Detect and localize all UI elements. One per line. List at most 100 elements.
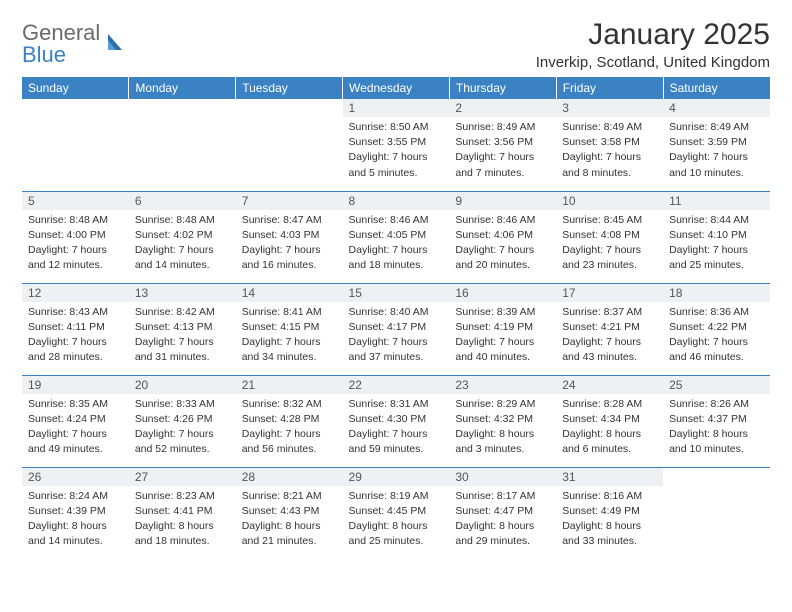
sunrise-text: Sunrise: 8:44 AM	[669, 213, 764, 228]
day-number-bar: 21	[236, 376, 343, 394]
day-number-bar: 19	[22, 376, 129, 394]
sunrise-text: Sunrise: 8:32 AM	[242, 397, 337, 412]
day-number-bar: 24	[556, 376, 663, 394]
day-number: 18	[663, 284, 770, 302]
sunset-text: Sunset: 4:45 PM	[349, 504, 444, 519]
sunset-text: Sunset: 4:34 PM	[562, 412, 657, 427]
day-number: 23	[449, 376, 556, 394]
day-number: 19	[22, 376, 129, 394]
daylight-text: Daylight: 7 hours and 40 minutes.	[455, 335, 550, 365]
daylight-text: Daylight: 7 hours and 34 minutes.	[242, 335, 337, 365]
daylight-text: Daylight: 7 hours and 16 minutes.	[242, 243, 337, 273]
day-details: Sunrise: 8:21 AMSunset: 4:43 PMDaylight:…	[236, 489, 343, 550]
day-number: 12	[22, 284, 129, 302]
day-number-bar: 9	[449, 192, 556, 210]
daylight-text: Daylight: 7 hours and 43 minutes.	[562, 335, 657, 365]
sunset-text: Sunset: 4:17 PM	[349, 320, 444, 335]
calendar-cell: 3Sunrise: 8:49 AMSunset: 3:58 PMDaylight…	[556, 99, 663, 191]
day-number-bar: 12	[22, 284, 129, 302]
daylight-text: Daylight: 7 hours and 49 minutes.	[28, 427, 123, 457]
calendar-cell: 2Sunrise: 8:49 AMSunset: 3:56 PMDaylight…	[449, 99, 556, 191]
day-number-bar: 15	[343, 284, 450, 302]
sunset-text: Sunset: 4:41 PM	[135, 504, 230, 519]
calendar-cell: 7Sunrise: 8:47 AMSunset: 4:03 PMDaylight…	[236, 191, 343, 283]
col-sunday: Sunday	[22, 77, 129, 99]
col-thursday: Thursday	[449, 77, 556, 99]
col-friday: Friday	[556, 77, 663, 99]
calendar-cell: 16Sunrise: 8:39 AMSunset: 4:19 PMDayligh…	[449, 283, 556, 375]
calendar-cell: 27Sunrise: 8:23 AMSunset: 4:41 PMDayligh…	[129, 467, 236, 559]
sunrise-text: Sunrise: 8:17 AM	[455, 489, 550, 504]
daylight-text: Daylight: 7 hours and 28 minutes.	[28, 335, 123, 365]
day-number-bar: 22	[343, 376, 450, 394]
day-number: 29	[343, 468, 450, 486]
calendar-cell: 4Sunrise: 8:49 AMSunset: 3:59 PMDaylight…	[663, 99, 770, 191]
day-number-bar: 17	[556, 284, 663, 302]
calendar-cell: 29 Sunrise: 8:19 AMSunset: 4:45 PMDayligh…	[343, 467, 450, 559]
day-number-bar: 14	[236, 284, 343, 302]
day-number: 17	[556, 284, 663, 302]
day-number: 4	[663, 99, 770, 117]
sunrise-text: Sunrise: 8:23 AM	[135, 489, 230, 504]
day-number: 9	[449, 192, 556, 210]
sunrise-text: Sunrise: 8:49 AM	[562, 120, 657, 135]
day-number: 7	[236, 192, 343, 210]
calendar-cell: 15Sunrise: 8:40 AMSunset: 4:17 PMDayligh…	[343, 283, 450, 375]
day-details: Sunrise: 8:23 AMSunset: 4:41 PMDaylight:…	[129, 489, 236, 550]
day-number: 30	[449, 468, 556, 486]
day-number-bar: 13	[129, 284, 236, 302]
daylight-text: Daylight: 8 hours and 29 minutes.	[455, 519, 550, 549]
sunrise-text: Sunrise: 8:49 AM	[455, 120, 550, 135]
daylight-text: Daylight: 8 hours and 33 minutes.	[562, 519, 657, 549]
day-details: Sunrise: 8:48 AMSunset: 4:00 PMDaylight:…	[22, 213, 129, 274]
title-block: January 2025 Inverkip, Scotland, United …	[536, 18, 770, 71]
day-details: Sunrise: 8:49 AMSunset: 3:58 PMDaylight:…	[556, 120, 663, 181]
day-number-bar: 31	[556, 468, 663, 486]
daylight-text: Daylight: 8 hours and 21 minutes.	[242, 519, 337, 549]
daylight-text: Daylight: 7 hours and 12 minutes.	[28, 243, 123, 273]
day-number-bar: 2	[449, 99, 556, 117]
calendar-cell: 30 Sunrise: 8:17 AMSunset: 4:47 PMDayligh…	[449, 467, 556, 559]
sunrise-text: Sunrise: 8:47 AM	[242, 213, 337, 228]
sunset-text: Sunset: 4:11 PM	[28, 320, 123, 335]
day-details: Sunrise: 8:31 AMSunset: 4:30 PMDaylight:…	[343, 397, 450, 458]
day-details: Sunrise: 8:50 AMSunset: 3:55 PMDaylight:…	[343, 120, 450, 181]
daylight-text: Daylight: 7 hours and 10 minutes.	[669, 150, 764, 180]
calendar-cell: 6Sunrise: 8:48 AMSunset: 4:02 PMDaylight…	[129, 191, 236, 283]
sunrise-text: Sunrise: 8:50 AM	[349, 120, 444, 135]
calendar-week-row: 5 Sunrise: 8:48 AMSunset: 4:00 PMDaylight…	[22, 191, 770, 283]
day-number-bar: 28	[236, 468, 343, 486]
day-number: 5	[22, 192, 129, 210]
day-number-bar: 26	[22, 468, 129, 486]
sunrise-text: Sunrise: 8:21 AM	[242, 489, 337, 504]
day-number-bar: 4	[663, 99, 770, 117]
logo-text-block: General Blue	[22, 22, 100, 66]
sunset-text: Sunset: 4:10 PM	[669, 228, 764, 243]
daylight-text: Daylight: 7 hours and 31 minutes.	[135, 335, 230, 365]
sunrise-text: Sunrise: 8:40 AM	[349, 305, 444, 320]
day-number: 28	[236, 468, 343, 486]
day-details: Sunrise: 8:32 AMSunset: 4:28 PMDaylight:…	[236, 397, 343, 458]
col-monday: Monday	[129, 77, 236, 99]
daylight-text: Daylight: 7 hours and 20 minutes.	[455, 243, 550, 273]
day-details: Sunrise: 8:19 AMSunset: 4:45 PMDaylight:…	[343, 489, 450, 550]
daylight-text: Daylight: 8 hours and 18 minutes.	[135, 519, 230, 549]
sunset-text: Sunset: 4:47 PM	[455, 504, 550, 519]
sunset-text: Sunset: 4:30 PM	[349, 412, 444, 427]
calendar-page: General Blue January 2025 Inverkip, Scot…	[0, 0, 792, 569]
day-number: 22	[343, 376, 450, 394]
sunrise-text: Sunrise: 8:19 AM	[349, 489, 444, 504]
day-number-bar: 8	[343, 192, 450, 210]
daylight-text: Daylight: 7 hours and 46 minutes.	[669, 335, 764, 365]
day-number: 14	[236, 284, 343, 302]
sunrise-text: Sunrise: 8:37 AM	[562, 305, 657, 320]
day-number: 1	[343, 99, 450, 117]
sunset-text: Sunset: 4:05 PM	[349, 228, 444, 243]
calendar-week-row: 19Sunrise: 8:35 AMSunset: 4:24 PMDayligh…	[22, 375, 770, 467]
day-number: 15	[343, 284, 450, 302]
calendar-cell: 10Sunrise: 8:45 AMSunset: 4:08 PMDayligh…	[556, 191, 663, 283]
daylight-text: Daylight: 7 hours and 14 minutes.	[135, 243, 230, 273]
logo: General Blue	[22, 22, 128, 66]
day-number: 8	[343, 192, 450, 210]
day-number: 31	[556, 468, 663, 486]
